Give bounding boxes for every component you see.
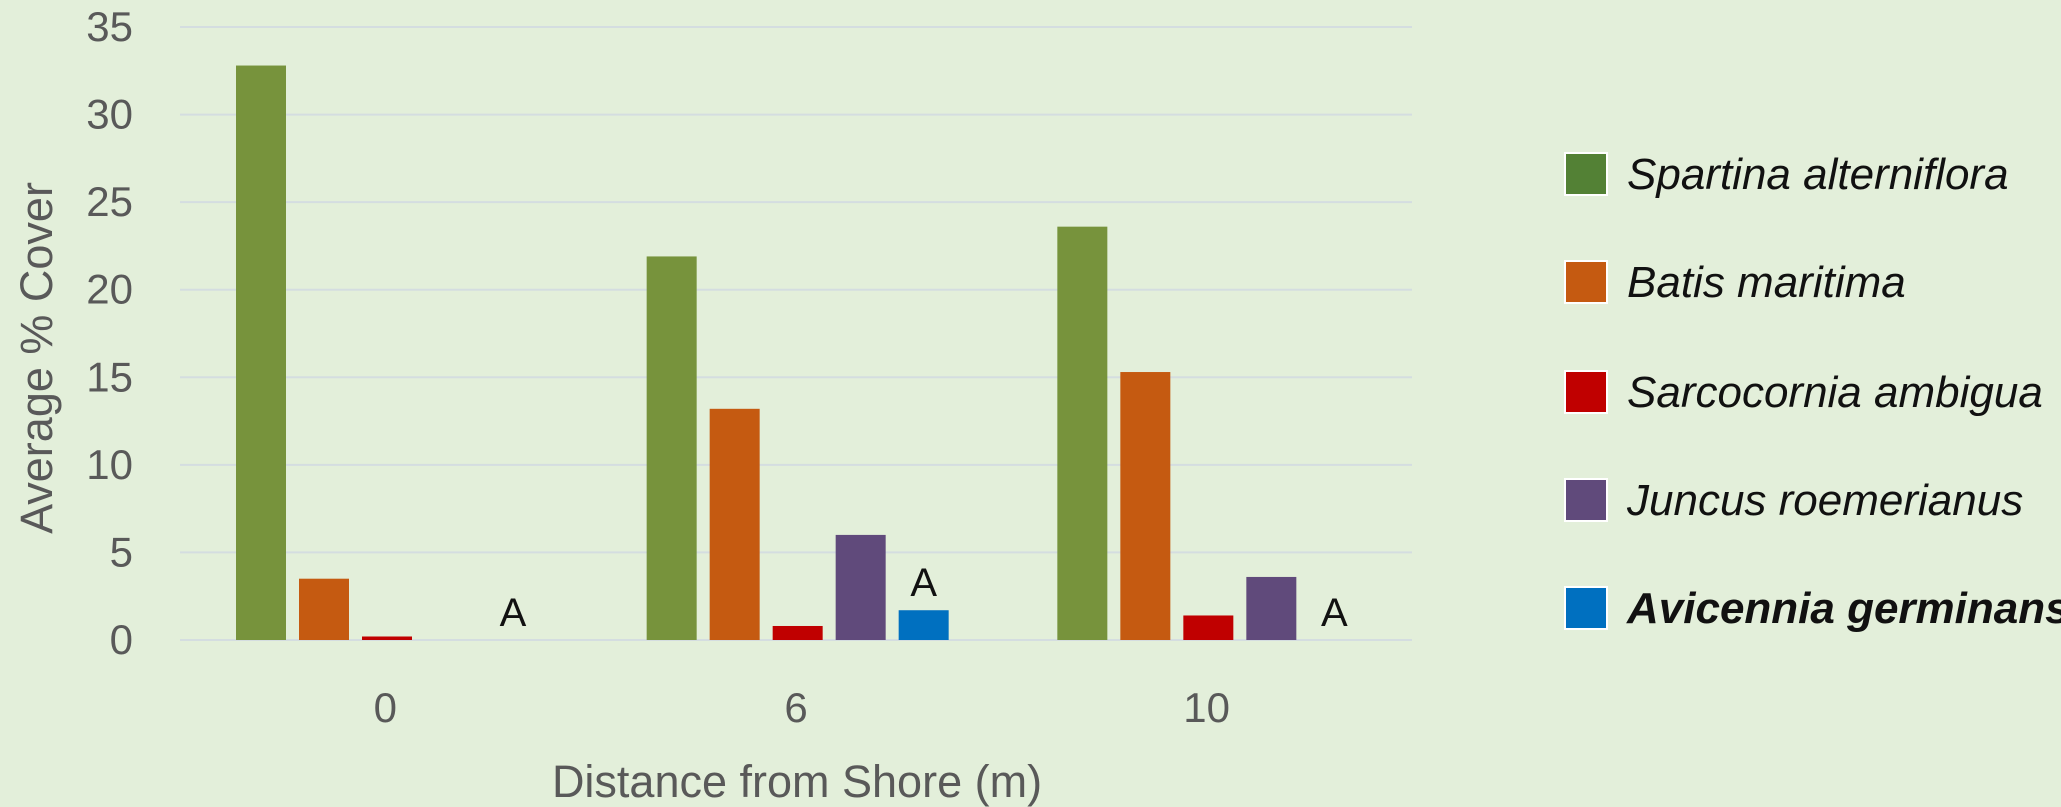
bar	[1183, 615, 1234, 640]
legend-label: Sarcocornia ambigua	[1627, 368, 2043, 417]
legend-item: Juncus roemerianus	[1564, 476, 2023, 525]
y-tick-label: 5	[110, 528, 133, 575]
y-tick-label: 30	[86, 91, 133, 138]
legend-swatch	[1564, 586, 1608, 630]
x-axis-ticks: 0 6 10	[374, 684, 1230, 731]
legend-item: Spartina alterniflora	[1564, 150, 2009, 199]
legend-label: Juncus roemerianus	[1626, 476, 2023, 525]
legend-swatch	[1564, 260, 1608, 304]
bar	[898, 610, 949, 640]
bar	[835, 534, 886, 640]
legend-label: Spartina alterniflora	[1627, 150, 2009, 199]
legend-item: Batis maritima	[1564, 258, 1906, 307]
legend: Spartina alterniflora Batis maritima Sarco…	[1564, 150, 2061, 633]
legend-item: Sarcocornia ambigua	[1564, 368, 2043, 417]
bar	[772, 625, 823, 640]
y-tick-label: 20	[86, 266, 133, 313]
x-tick-label: 6	[784, 684, 807, 731]
y-tick-label: 25	[86, 178, 133, 225]
x-tick-label: 0	[374, 684, 397, 731]
bar	[299, 578, 349, 640]
x-axis-title: Distance from Shore (m)	[552, 756, 1042, 807]
y-tick-label: 10	[86, 441, 133, 488]
legend-swatch	[1564, 370, 1608, 414]
bars	[236, 65, 1297, 641]
legend-swatch	[1564, 478, 1608, 522]
bar	[646, 256, 697, 640]
gridlines	[180, 26, 1412, 641]
y-axis-ticks: 0 5 10 15 20 25 30 35	[86, 3, 133, 663]
bar	[1246, 576, 1297, 640]
legend-swatch	[1564, 152, 1608, 196]
legend-label: Batis maritima	[1627, 258, 1906, 307]
annotations: AAA	[500, 561, 1348, 635]
legend-label: Avicennia germinans	[1626, 584, 2061, 633]
data-label: A	[910, 561, 937, 605]
y-axis-title: Average % Cover	[11, 182, 62, 534]
legend-item: Avicennia germinans	[1564, 584, 2061, 633]
data-label: A	[1321, 591, 1348, 635]
bar	[1057, 226, 1108, 641]
bar	[362, 636, 412, 640]
bar	[709, 408, 760, 640]
y-tick-label: 0	[110, 616, 133, 663]
y-tick-label: 15	[86, 353, 133, 400]
bar	[1120, 372, 1171, 640]
y-tick-label: 35	[86, 3, 133, 50]
bar	[236, 65, 286, 640]
data-label: A	[500, 591, 527, 635]
x-tick-label: 10	[1183, 684, 1230, 731]
